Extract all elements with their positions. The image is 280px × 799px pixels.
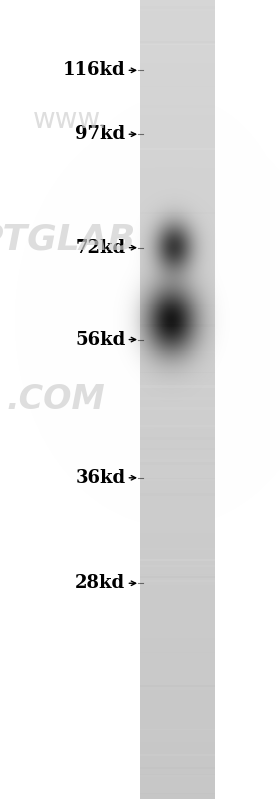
- Text: 28kd: 28kd: [75, 574, 125, 592]
- Text: 116kd: 116kd: [63, 62, 125, 79]
- Text: 56kd: 56kd: [75, 331, 125, 348]
- Text: PTGLAB: PTGLAB: [0, 223, 136, 256]
- Text: 97kd: 97kd: [75, 125, 125, 143]
- Text: .COM: .COM: [7, 383, 105, 416]
- Text: 72kd: 72kd: [75, 239, 125, 256]
- Text: www.: www.: [33, 105, 107, 134]
- Text: 36kd: 36kd: [75, 469, 125, 487]
